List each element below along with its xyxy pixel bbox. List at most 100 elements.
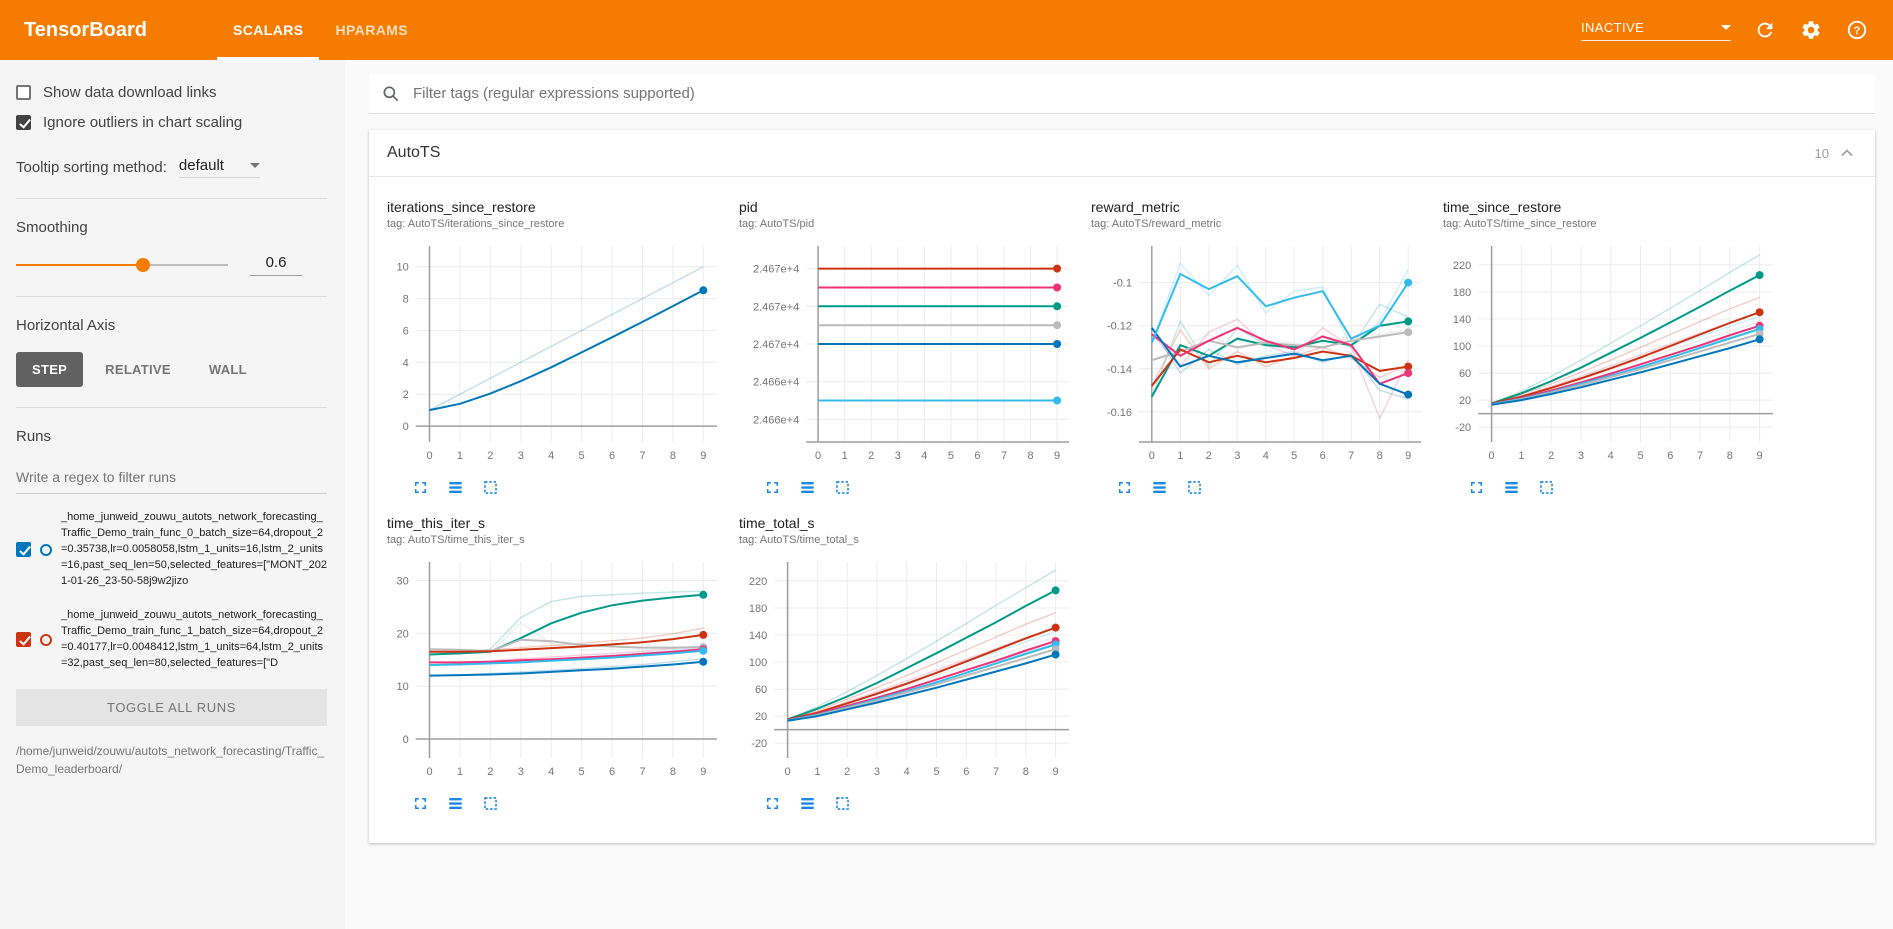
expand-chart-icon[interactable] bbox=[411, 478, 430, 497]
chart-plot[interactable]: 0 1 2 3 4 5 6 7 8 9 -20 20 60 100 140 180 220 bbox=[739, 554, 1079, 784]
svg-text:9: 9 bbox=[700, 766, 706, 778]
svg-text:20: 20 bbox=[397, 628, 409, 640]
run-solo-radio[interactable] bbox=[40, 633, 52, 646]
chart-toolbar bbox=[739, 468, 1079, 497]
tab-scalars[interactable]: SCALARS bbox=[216, 0, 320, 60]
chart-tag: tag: AutoTS/time_since_restore bbox=[1443, 218, 1597, 230]
fit-domain-icon[interactable] bbox=[481, 794, 500, 813]
svg-text:20: 20 bbox=[1459, 395, 1471, 407]
svg-text:2: 2 bbox=[403, 389, 409, 401]
expand-chart-icon[interactable] bbox=[1115, 478, 1134, 497]
chart-toolbar bbox=[387, 468, 727, 497]
svg-text:5: 5 bbox=[579, 450, 585, 462]
run-table-icon[interactable] bbox=[446, 478, 465, 497]
refresh-icon[interactable] bbox=[1753, 18, 1777, 42]
run-item: _home_junweid_zouwu_autots_network_forec… bbox=[16, 608, 327, 672]
svg-text:0: 0 bbox=[426, 766, 432, 778]
tooltip-sorting-select[interactable]: default bbox=[178, 157, 260, 178]
svg-text:0: 0 bbox=[1489, 450, 1495, 462]
chart-tag: tag: AutoTS/reward_metric bbox=[1091, 218, 1222, 230]
svg-text:10: 10 bbox=[397, 262, 409, 274]
run-table-icon[interactable] bbox=[1150, 478, 1169, 497]
horizontal-axis-label: Horizontal Axis bbox=[16, 317, 116, 334]
run-solo-radio[interactable] bbox=[40, 543, 52, 556]
svg-text:60: 60 bbox=[1459, 368, 1471, 380]
checkbox-checked-icon[interactable] bbox=[16, 115, 31, 130]
svg-text:8: 8 bbox=[670, 450, 676, 462]
axis-wall-button[interactable]: WALL bbox=[193, 352, 263, 387]
svg-text:3: 3 bbox=[1234, 450, 1240, 462]
axis-step-button[interactable]: STEP bbox=[16, 352, 84, 387]
fit-domain-icon[interactable] bbox=[1185, 478, 1204, 497]
expand-chart-icon[interactable] bbox=[1467, 478, 1486, 497]
chart-title: time_since_restore bbox=[1443, 199, 1562, 215]
slider-thumb[interactable] bbox=[136, 258, 151, 272]
run-table-icon[interactable] bbox=[446, 794, 465, 813]
chart-tag: tag: AutoTS/time_total_s bbox=[739, 534, 859, 546]
section-header[interactable]: AutoTS 10 bbox=[369, 130, 1875, 177]
tab-hparams[interactable]: HPARAMS bbox=[335, 22, 409, 38]
run-visibility-checkbox[interactable] bbox=[16, 632, 31, 648]
chart-plot[interactable]: 0 1 2 3 4 5 6 7 8 9 0 2 4 6 8 10 bbox=[387, 238, 727, 468]
axis-relative-button[interactable]: RELATIVE bbox=[89, 352, 187, 387]
tag-filter-input[interactable] bbox=[413, 85, 1863, 102]
fit-domain-icon[interactable] bbox=[481, 478, 500, 497]
expand-chart-icon[interactable] bbox=[763, 478, 782, 497]
fit-domain-icon[interactable] bbox=[833, 478, 852, 497]
expand-chart-icon[interactable] bbox=[411, 794, 430, 813]
svg-text:7: 7 bbox=[1348, 450, 1354, 462]
run-visibility-checkbox[interactable] bbox=[16, 542, 31, 558]
svg-text:-20: -20 bbox=[1455, 422, 1471, 434]
svg-text:7: 7 bbox=[993, 766, 999, 778]
divider bbox=[16, 296, 327, 297]
svg-text:3: 3 bbox=[874, 766, 880, 778]
reload-status-select[interactable]: INACTIVE bbox=[1581, 20, 1731, 41]
run-table-icon[interactable] bbox=[1502, 478, 1521, 497]
chart-tag: tag: AutoTS/pid bbox=[739, 218, 815, 230]
svg-text:4: 4 bbox=[921, 450, 927, 462]
checkbox-unchecked-icon[interactable] bbox=[16, 85, 31, 100]
run-table-icon[interactable] bbox=[798, 794, 817, 813]
chevron-down-icon bbox=[1721, 24, 1731, 30]
chart-plot[interactable]: 0 1 2 3 4 5 6 7 8 9 -20 20 60 100 140 180 220 bbox=[1443, 238, 1783, 468]
slider-fill bbox=[16, 264, 144, 266]
settings-gear-icon[interactable] bbox=[1799, 18, 1823, 42]
svg-text:-0.1: -0.1 bbox=[1113, 278, 1132, 290]
chart-title: pid bbox=[739, 199, 758, 215]
svg-text:2.466e+4: 2.466e+4 bbox=[753, 414, 799, 426]
chart-time_since_restore: time_since_restore tag: AutoTS/time_since… bbox=[1437, 191, 1789, 507]
section-chart-count: 10 bbox=[1814, 145, 1829, 161]
svg-text:0: 0 bbox=[785, 766, 791, 778]
expand-chart-icon[interactable] bbox=[763, 794, 782, 813]
smoothing-slider[interactable] bbox=[16, 258, 228, 272]
runs-regex-input[interactable] bbox=[16, 463, 327, 494]
tooltip-sorting-row: Tooltip sorting method: default bbox=[16, 157, 327, 178]
chevron-up-icon[interactable] bbox=[1837, 143, 1857, 163]
svg-text:9: 9 bbox=[1405, 450, 1411, 462]
smoothing-value-input[interactable]: 0.6 bbox=[250, 254, 302, 276]
chart-plot[interactable]: 0 1 2 3 4 5 6 7 8 9 2.467e+4 2.467e+4 2.467e+4 2.466e… bbox=[739, 238, 1079, 468]
divider bbox=[16, 198, 327, 199]
toggle-all-runs-button[interactable]: TOGGLE ALL RUNS bbox=[16, 689, 327, 727]
fit-domain-icon[interactable] bbox=[833, 794, 852, 813]
help-icon[interactable]: ? bbox=[1845, 18, 1869, 42]
chart-title: iterations_since_restore bbox=[387, 199, 536, 215]
svg-text:7: 7 bbox=[639, 766, 645, 778]
ignore-outliers-checkbox-row[interactable]: Ignore outliers in chart scaling bbox=[16, 114, 327, 131]
divider bbox=[16, 407, 327, 408]
logdir-path: /home/junweid/zouwu/autots_network_forec… bbox=[16, 744, 325, 777]
section-meta: 10 bbox=[1815, 143, 1857, 163]
show-download-links-checkbox-row[interactable]: Show data download links bbox=[16, 84, 327, 101]
svg-text:4: 4 bbox=[403, 357, 409, 369]
svg-text:4: 4 bbox=[548, 450, 554, 462]
svg-text:7: 7 bbox=[639, 450, 645, 462]
svg-text:0: 0 bbox=[403, 421, 409, 433]
chart-title: time_total_s bbox=[739, 515, 815, 531]
fit-domain-icon[interactable] bbox=[1537, 478, 1556, 497]
chart-plot[interactable]: 0 1 2 3 4 5 6 7 8 9 0 10 20 30 bbox=[387, 554, 727, 784]
run-table-icon[interactable] bbox=[798, 478, 817, 497]
svg-text:0: 0 bbox=[426, 450, 432, 462]
chart-toolbar bbox=[739, 784, 1079, 813]
chart-plot[interactable]: 0 1 2 3 4 5 6 7 8 9 -0.1 -0.12 -0.14 -0.16 bbox=[1091, 238, 1431, 468]
